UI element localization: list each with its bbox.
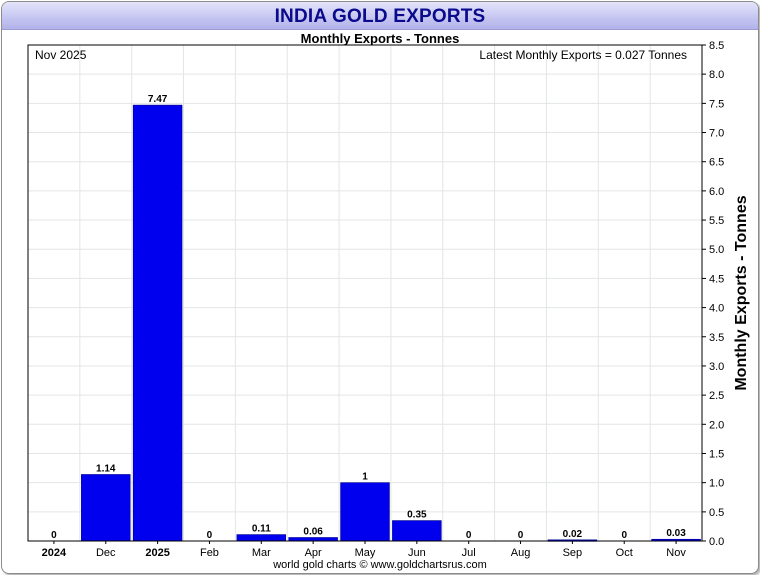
title-bar: INDIA GOLD EXPORTS xyxy=(2,2,758,30)
x-tick-label: Oct xyxy=(616,547,633,559)
bar-value-label: 0 xyxy=(51,530,57,541)
bar-value-label: 0 xyxy=(518,530,524,541)
y-tick-label: 8.0 xyxy=(709,69,724,81)
x-tick-label: Sep xyxy=(563,547,583,559)
bar-value-label: 1.14 xyxy=(96,463,116,474)
y-tick-label: 1.0 xyxy=(709,478,724,490)
date-label: Nov 2025 xyxy=(35,48,87,62)
y-tick-label: 0.5 xyxy=(709,507,724,519)
bar xyxy=(81,474,131,542)
y-axis-title: Monthly Exports - Tonnes xyxy=(733,195,750,390)
bar xyxy=(392,520,442,542)
y-tick-label: 3.5 xyxy=(709,332,724,344)
plot-border xyxy=(27,44,703,542)
bar xyxy=(236,534,287,542)
bar-value-label: 0 xyxy=(621,530,627,541)
x-tick-label: 2024 xyxy=(42,547,67,559)
y-tick-label: 5.5 xyxy=(709,215,724,227)
y-tick-label: 6.0 xyxy=(709,186,724,198)
x-tick-label: 2025 xyxy=(145,547,169,559)
bar xyxy=(132,104,183,542)
bar-value-label: 0.11 xyxy=(252,524,271,535)
y-tick-label: 5.0 xyxy=(709,244,724,256)
y-tick-label: 4.5 xyxy=(709,273,724,285)
x-tick-label: Jun xyxy=(408,547,426,559)
bar xyxy=(340,482,390,542)
bar-value-label: 0 xyxy=(466,530,472,541)
y-tick-label: 2.5 xyxy=(709,390,724,402)
x-tick-label: Nov xyxy=(666,547,686,559)
bar-value-label: 0.06 xyxy=(303,526,323,537)
x-tick-label: Feb xyxy=(200,547,219,559)
bar-value-label: 0 xyxy=(207,530,213,541)
x-tick-label: Aug xyxy=(511,547,531,559)
latest-exports-label: Latest Monthly Exports = 0.027 Tonnes xyxy=(479,48,687,62)
chart-subtitle: Monthly Exports - Tonnes xyxy=(300,31,460,46)
bar-value-label: 0.35 xyxy=(407,510,427,521)
y-tick-label: 1.5 xyxy=(709,448,724,460)
y-tick-label: 8.5 xyxy=(709,40,724,52)
bar-value-label: 0.03 xyxy=(666,528,686,539)
y-tick-label: 7.0 xyxy=(709,128,724,140)
chart-title: INDIA GOLD EXPORTS xyxy=(274,6,486,27)
bar xyxy=(288,537,338,542)
y-tick-label: 4.0 xyxy=(709,303,724,315)
bar-value-label: 0.02 xyxy=(563,529,583,540)
x-tick-label: Dec xyxy=(96,547,116,559)
x-tick-label: Mar xyxy=(252,547,271,559)
x-tick-label: Apr xyxy=(305,547,322,559)
x-tick-label: Jul xyxy=(462,547,476,559)
y-tick-label: 3.0 xyxy=(709,361,724,373)
y-tick-label: 2.0 xyxy=(709,419,724,431)
plot-area xyxy=(28,45,702,541)
bar-value-label: 1 xyxy=(362,472,368,483)
y-tick-label: 0.0 xyxy=(709,536,724,548)
y-tick-label: 6.5 xyxy=(709,157,724,169)
y-tick-label: 7.5 xyxy=(709,98,724,110)
chart-footer: world gold charts © www.goldchartsrus.co… xyxy=(273,559,487,571)
bar-value-label: 7.47 xyxy=(148,94,168,105)
x-tick-label: May xyxy=(355,547,376,559)
